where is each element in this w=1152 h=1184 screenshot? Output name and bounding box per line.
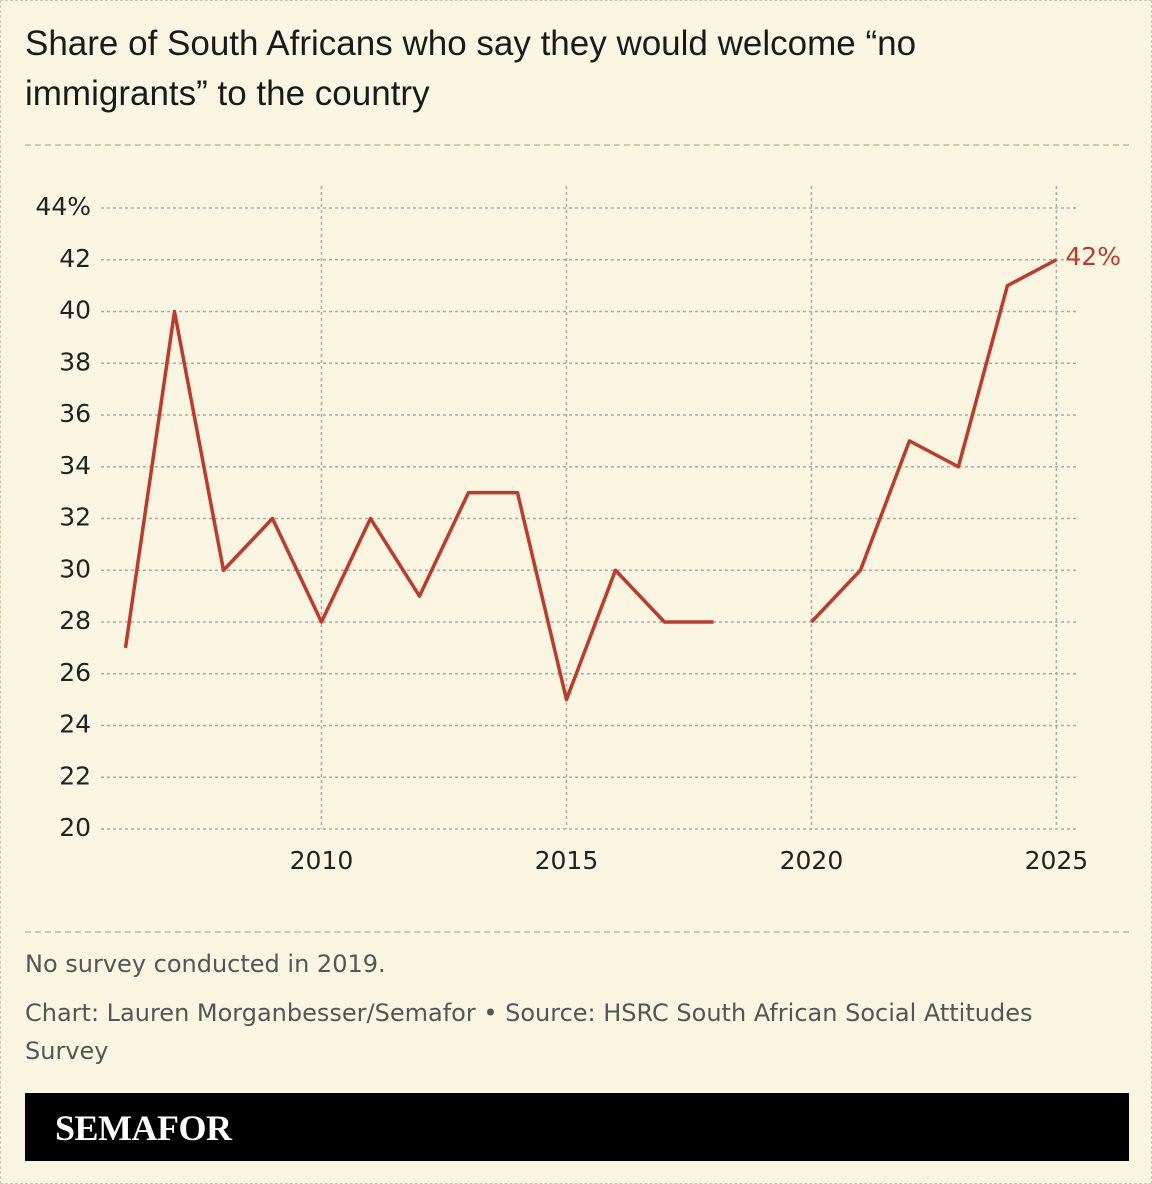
y-tick-label: 32 [59,503,91,532]
source: Chart: Lauren Morganbesser/Semafor • Sou… [25,999,1033,1065]
y-tick-label: 28 [59,606,91,635]
y-tick-label: 42 [59,244,91,273]
y-tick-label: 20 [59,813,91,842]
y-tick-label: 38 [59,347,91,376]
note: No survey conducted in 2019. [25,950,386,978]
y-tick-label: 22 [59,761,91,790]
chart-title: Share of South Africans who say they wou… [25,24,917,113]
y-tick-label: 30 [59,554,91,583]
y-tick-label: 44% [35,192,91,221]
chart: 20 22 24 26 28 30 32 34 36 38 40 42 44% 2010 2015 2020 2… [35,186,1121,875]
brand: SEMAFOR [55,1108,232,1148]
line [123,309,714,702]
y-tick-label: 34 [59,451,91,480]
data-label: 42% [1065,242,1121,271]
y-tick-label: 24 [59,710,91,739]
line [810,258,1058,624]
divider [25,144,1129,146]
y-tick-label: 36 [59,399,91,428]
brand-bar: SEMAFOR [25,1093,1129,1161]
x-tick-label: 2015 [535,846,599,875]
y-tick-label: 40 [59,296,91,325]
divider [25,931,1129,933]
y-tick-label: 26 [59,658,91,687]
x-tick-label: 2010 [290,846,354,875]
x-tick-label: 2025 [1025,846,1089,875]
x-tick-label: 2020 [780,846,844,875]
